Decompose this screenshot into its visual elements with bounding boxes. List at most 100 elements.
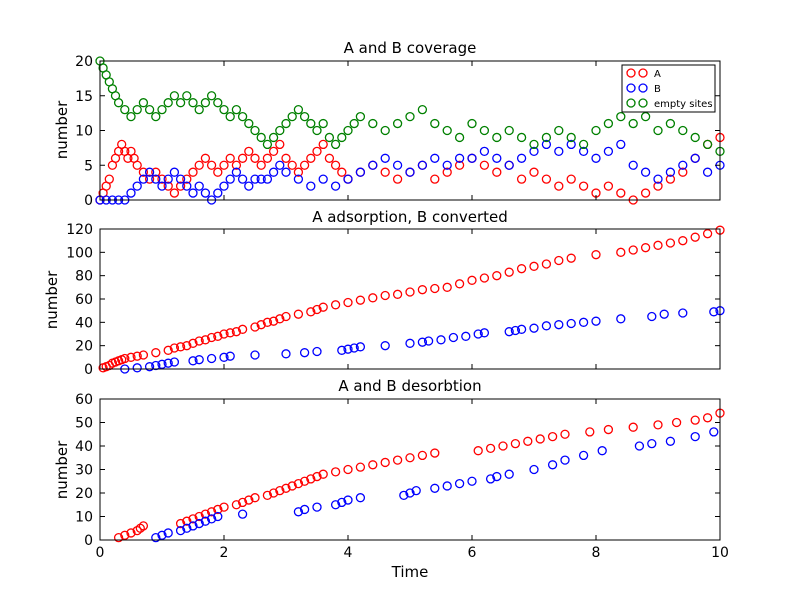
data-point bbox=[237, 111, 248, 122]
data-point bbox=[529, 464, 539, 475]
data-point bbox=[709, 307, 719, 317]
legend: A B empty sites bbox=[621, 64, 716, 113]
legend-marker-b bbox=[626, 83, 636, 93]
data-point bbox=[194, 105, 204, 115]
data-point bbox=[237, 497, 248, 508]
chart-title: A and B desorbtion bbox=[338, 377, 481, 395]
data-point bbox=[343, 344, 353, 354]
data-point bbox=[175, 98, 186, 108]
data-point bbox=[318, 469, 328, 479]
data-point bbox=[380, 153, 390, 163]
x-tick-label: 4 bbox=[344, 545, 353, 561]
panel-coverage: A and B coverage number 0 5 10 15 20 A B emp… bbox=[53, 39, 725, 209]
data-point bbox=[306, 181, 316, 191]
data-point bbox=[330, 500, 341, 510]
data-point bbox=[405, 111, 415, 122]
data-point bbox=[566, 132, 576, 143]
data-point bbox=[653, 420, 663, 430]
data-point bbox=[188, 356, 198, 366]
data-point bbox=[231, 327, 242, 337]
data-point bbox=[430, 448, 440, 458]
data-point bbox=[281, 167, 291, 177]
data-point bbox=[225, 351, 235, 361]
data-point bbox=[318, 139, 328, 150]
data-point bbox=[405, 453, 415, 463]
legend-marker-empty-sites bbox=[638, 98, 648, 108]
data-point bbox=[516, 132, 527, 143]
data-point bbox=[678, 167, 688, 177]
data-point bbox=[479, 273, 490, 283]
data-point bbox=[467, 118, 477, 129]
data-point bbox=[560, 429, 570, 439]
data-point bbox=[330, 181, 341, 191]
data-point bbox=[138, 521, 149, 531]
y-tick-label: 40 bbox=[75, 315, 93, 331]
data-point bbox=[175, 181, 186, 191]
data-point bbox=[417, 105, 428, 115]
data-point bbox=[467, 476, 477, 486]
data-point bbox=[200, 98, 211, 108]
data-point bbox=[547, 431, 558, 442]
data-point bbox=[628, 245, 638, 255]
data-point bbox=[343, 464, 353, 475]
y-tick-label: 20 bbox=[75, 339, 93, 355]
data-point bbox=[175, 342, 186, 352]
data-point bbox=[417, 337, 428, 347]
data-point bbox=[355, 111, 366, 122]
data-point bbox=[709, 427, 719, 437]
data-point bbox=[163, 174, 173, 184]
data-point bbox=[293, 309, 304, 319]
data-point bbox=[454, 160, 465, 170]
data-point bbox=[132, 181, 142, 191]
data-point bbox=[188, 521, 198, 531]
data-point bbox=[368, 293, 378, 303]
data-point bbox=[640, 188, 651, 198]
data-point bbox=[529, 167, 539, 177]
data-point bbox=[603, 181, 614, 191]
data-point bbox=[516, 264, 527, 274]
y-tick-label: 0 bbox=[84, 362, 93, 378]
data-point bbox=[250, 174, 260, 184]
data-point bbox=[182, 516, 192, 526]
data-point bbox=[206, 353, 217, 364]
data-point bbox=[628, 160, 638, 170]
data-point bbox=[182, 523, 192, 533]
data-point bbox=[585, 427, 595, 437]
data-point bbox=[120, 530, 130, 540]
data-point bbox=[219, 105, 229, 115]
data-point bbox=[262, 153, 273, 163]
data-point bbox=[349, 118, 359, 129]
data-point bbox=[368, 160, 378, 170]
data-point bbox=[175, 518, 186, 529]
data-point bbox=[554, 255, 564, 266]
y-tick-label: 20 bbox=[75, 54, 93, 70]
data-point bbox=[330, 160, 341, 170]
series-b bbox=[120, 306, 725, 374]
data-point bbox=[213, 167, 223, 177]
data-point bbox=[126, 528, 136, 538]
data-point bbox=[529, 146, 539, 157]
data-point bbox=[256, 320, 266, 330]
data-point bbox=[268, 167, 279, 177]
data-point bbox=[219, 329, 229, 339]
data-point bbox=[194, 336, 204, 346]
data-point bbox=[523, 436, 533, 446]
data-point bbox=[442, 167, 452, 177]
data-point bbox=[287, 160, 297, 170]
chart-title: A adsorption, B converted bbox=[312, 208, 508, 226]
y-axis-label: number bbox=[53, 440, 71, 499]
x-axis-label: Time bbox=[391, 563, 429, 581]
data-point bbox=[665, 436, 676, 446]
legend-marker-b bbox=[638, 83, 648, 93]
data-point bbox=[405, 167, 415, 177]
data-point bbox=[690, 153, 700, 163]
data-point bbox=[213, 511, 223, 522]
data-point bbox=[281, 349, 291, 359]
data-point bbox=[504, 469, 514, 479]
data-point bbox=[653, 174, 663, 184]
data-point bbox=[237, 509, 248, 519]
plot-frame bbox=[99, 60, 721, 201]
y-tick-label: 40 bbox=[75, 439, 93, 455]
data-point bbox=[473, 329, 483, 339]
data-point bbox=[504, 125, 514, 136]
